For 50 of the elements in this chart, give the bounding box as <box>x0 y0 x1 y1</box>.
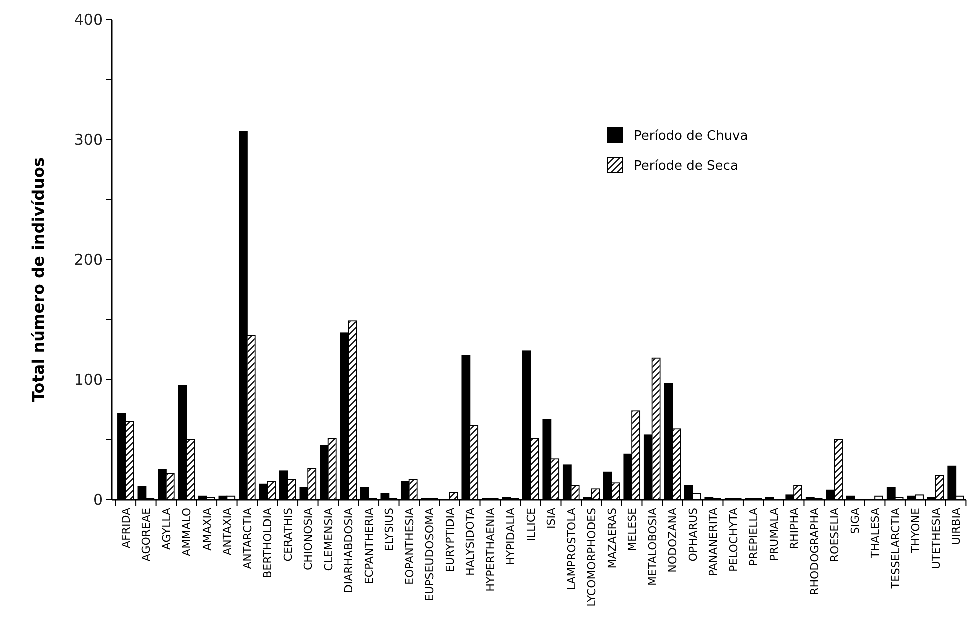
y-tick-label: 400 <box>74 10 103 29</box>
x-tick-label: LYCOMORPHODES <box>586 508 599 607</box>
x-tick-label: UTETHESIA <box>930 508 943 570</box>
x-tick-label: ELYSIUS <box>383 508 396 552</box>
x-tick-label: DIARHABDOSIA <box>342 508 356 594</box>
y-tick-label: 100 <box>74 370 103 389</box>
y-tick-label: 300 <box>74 130 103 149</box>
x-tick-label: ISIA <box>545 508 558 529</box>
x-tick-label: ILLICE <box>524 508 538 542</box>
x-tick-label: THALESA <box>869 508 882 560</box>
x-tick-label: EOPANTHESIA <box>403 508 416 585</box>
x-tick-label: AFRIDA <box>120 508 133 549</box>
x-tick-label: METALOBOSIA <box>646 508 660 586</box>
y-tick-label: 200 <box>74 250 103 269</box>
x-tick-label: RHIPHA <box>788 508 802 550</box>
x-tick-label: AGOREAE <box>140 508 154 562</box>
x-tick-label: HYPERTHAENIA <box>484 508 498 592</box>
x-tick-label: EUPSEUDOSOMA <box>424 508 437 602</box>
x-tick-label: PANANERITA <box>707 508 720 577</box>
x-tick-label: OPHARUS <box>686 508 700 562</box>
y-tick-label: 0 <box>93 490 103 509</box>
legend-label: Període de Seca <box>634 159 738 174</box>
x-tick-label: NODOZANA <box>666 508 680 573</box>
x-tick-label: LAMPROSTOLA <box>565 508 578 591</box>
x-tick-label: PELOCHYTA <box>727 508 740 572</box>
x-tick-label: SIGA <box>848 508 862 534</box>
x-tick-label: MELESE <box>626 508 640 552</box>
x-tick-label: PRUMALA <box>768 508 781 562</box>
x-tick-label: EURYPTIDIA <box>444 508 457 572</box>
x-tick-label: BERTHOLDIA <box>262 508 275 578</box>
x-tick-label: AMAXIA <box>200 508 214 551</box>
x-tick-label: ROESELIA <box>828 508 842 562</box>
x-tick-label: HALYSIDOTA <box>464 508 478 576</box>
x-tick-label: ANTAXIA <box>221 508 234 556</box>
x-tick-label: PREPIELLA <box>748 508 761 566</box>
x-tick-label: ANTARCTIA <box>241 508 254 570</box>
x-tick-label: CERATHIS <box>282 508 295 562</box>
legend-label: Período de Chuva <box>634 129 748 144</box>
x-tick-label: CHIONOSIA <box>302 508 316 570</box>
x-tick-label: CLEMENSIA <box>322 508 336 572</box>
x-tick-label: MAZAERAS <box>606 508 619 569</box>
x-tick-label: THYONE <box>910 508 923 554</box>
y-axis-title: Total número de indivíduos <box>29 158 48 402</box>
x-tick-label: UIRBIA <box>950 508 964 546</box>
x-tick-label: RHODOGRAPHA <box>808 508 822 596</box>
x-tick-label: ECPANTHERIA <box>362 508 376 585</box>
x-tick-label: TESSELARCTIA <box>889 508 902 590</box>
x-tick-label: AGYLLA <box>160 508 174 550</box>
x-tick-label: AMMALO <box>180 508 194 556</box>
x-tick-label: HYPIDALIA <box>504 508 518 566</box>
